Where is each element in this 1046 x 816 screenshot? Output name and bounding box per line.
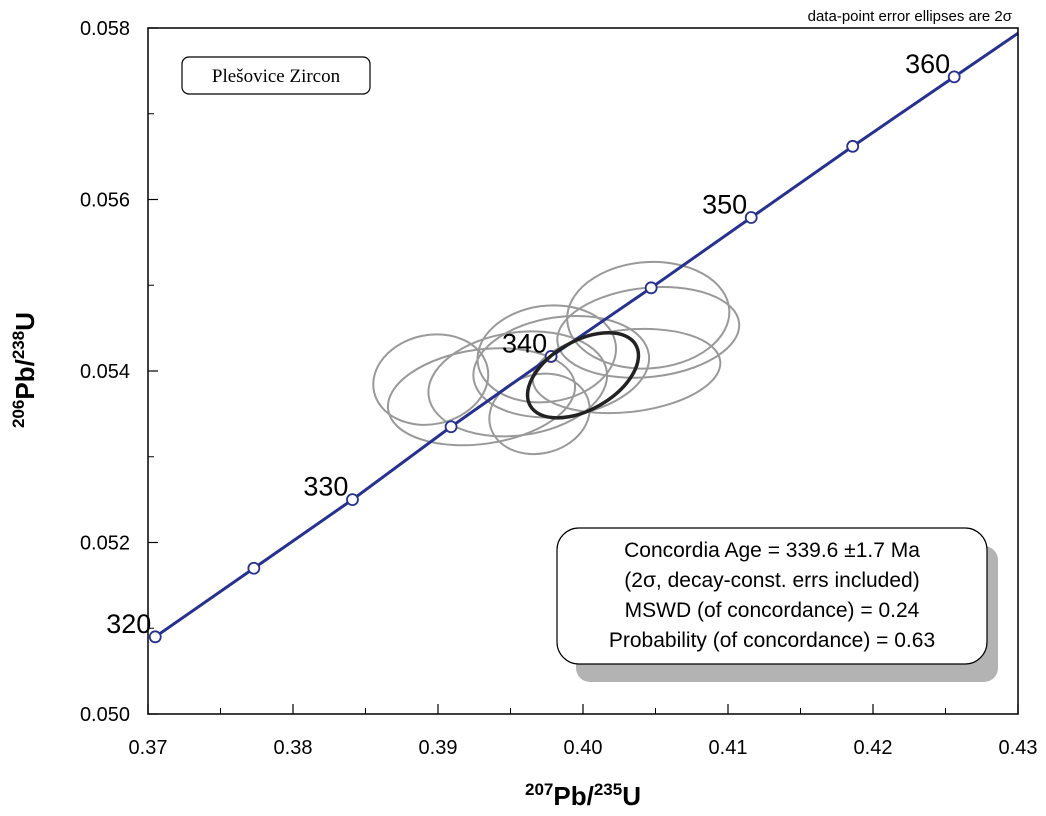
x-tick-label: 0.40: [564, 737, 603, 759]
x-axis-label: 207Pb/235U: [525, 780, 641, 811]
concordia-age-ellipse-group: [525, 330, 641, 420]
age-label: 350: [702, 190, 747, 220]
result-line-errors: (2σ, decay-const. errs included): [624, 569, 919, 592]
result-box: [556, 527, 988, 665]
x-tick-label: 0.41: [709, 737, 748, 759]
y-label-suffix: U: [10, 312, 40, 331]
y-tick-label: 0.058: [80, 18, 130, 40]
error-ellipses: [372, 260, 741, 456]
y-axis-label: 206Pb/238U: [9, 312, 40, 428]
concordia-age-marker: [744, 211, 758, 224]
x-tick-label: 0.38: [274, 737, 313, 759]
concordia-curve: [148, 31, 1019, 644]
x-label-prefix: 207: [525, 780, 553, 799]
result-line-mswd: MSWD (of concordance) = 0.24: [625, 599, 920, 622]
sample-title: Plešovice Zircon: [212, 66, 341, 87]
x-label-suffix: U: [622, 781, 641, 811]
x-tick-label: 0.43: [999, 737, 1038, 759]
y-tick-label: 0.050: [80, 704, 130, 726]
x-label-mid: 235: [594, 780, 622, 799]
y-label-mid: 238: [9, 331, 28, 359]
result-line-probability: Probability (of concordance) = 0.63: [609, 629, 935, 652]
concordia-line: [154, 31, 1019, 639]
concordia-age-marker: [346, 493, 359, 507]
axis-ticks: 0.37 0.38 0.39 0.40 0.41 0.42 0.43 0.050 0.052 0.…: [80, 18, 1038, 759]
y-tick-label: 0.056: [80, 190, 130, 212]
error-ellipse: [476, 304, 617, 404]
age-label: 340: [502, 328, 547, 358]
result-line-age: Concordia Age = 339.6 ±1.7 Ma: [624, 539, 920, 562]
age-label: 360: [905, 49, 950, 79]
concordia-age-marker: [947, 70, 961, 84]
y-tick-label: 0.054: [80, 361, 130, 383]
x-label-base: Pb/: [553, 781, 593, 811]
error-ellipse: [556, 286, 741, 379]
sample-title-box: [181, 56, 371, 95]
age-label: 320: [106, 609, 151, 639]
concordia-age-marker: [644, 281, 658, 295]
y-label-prefix: 206: [9, 400, 28, 428]
x-tick-label: 0.42: [854, 737, 893, 759]
age-label: 330: [303, 472, 348, 502]
ellipse-sigma-note: data-point error ellipses are 2σ: [808, 8, 1013, 25]
y-label-base: Pb/: [10, 359, 40, 399]
concordia-age-ellipse: [525, 330, 641, 420]
error-ellipse: [488, 372, 591, 456]
concordia-age-marker: [846, 139, 860, 153]
x-tick-label: 0.37: [129, 737, 168, 759]
concordia-age-marker: [444, 420, 458, 434]
error-ellipse: [386, 347, 577, 447]
error-ellipse: [372, 333, 490, 426]
error-ellipse: [566, 260, 731, 370]
concordia-age-marker: [247, 561, 261, 575]
x-tick-label: 0.39: [419, 737, 458, 759]
concordia-age-marker: [148, 630, 162, 644]
y-tick-label: 0.052: [80, 533, 130, 555]
error-ellipse: [427, 330, 609, 438]
concordia-age-labels: 320 330 340 350 360: [106, 49, 950, 639]
